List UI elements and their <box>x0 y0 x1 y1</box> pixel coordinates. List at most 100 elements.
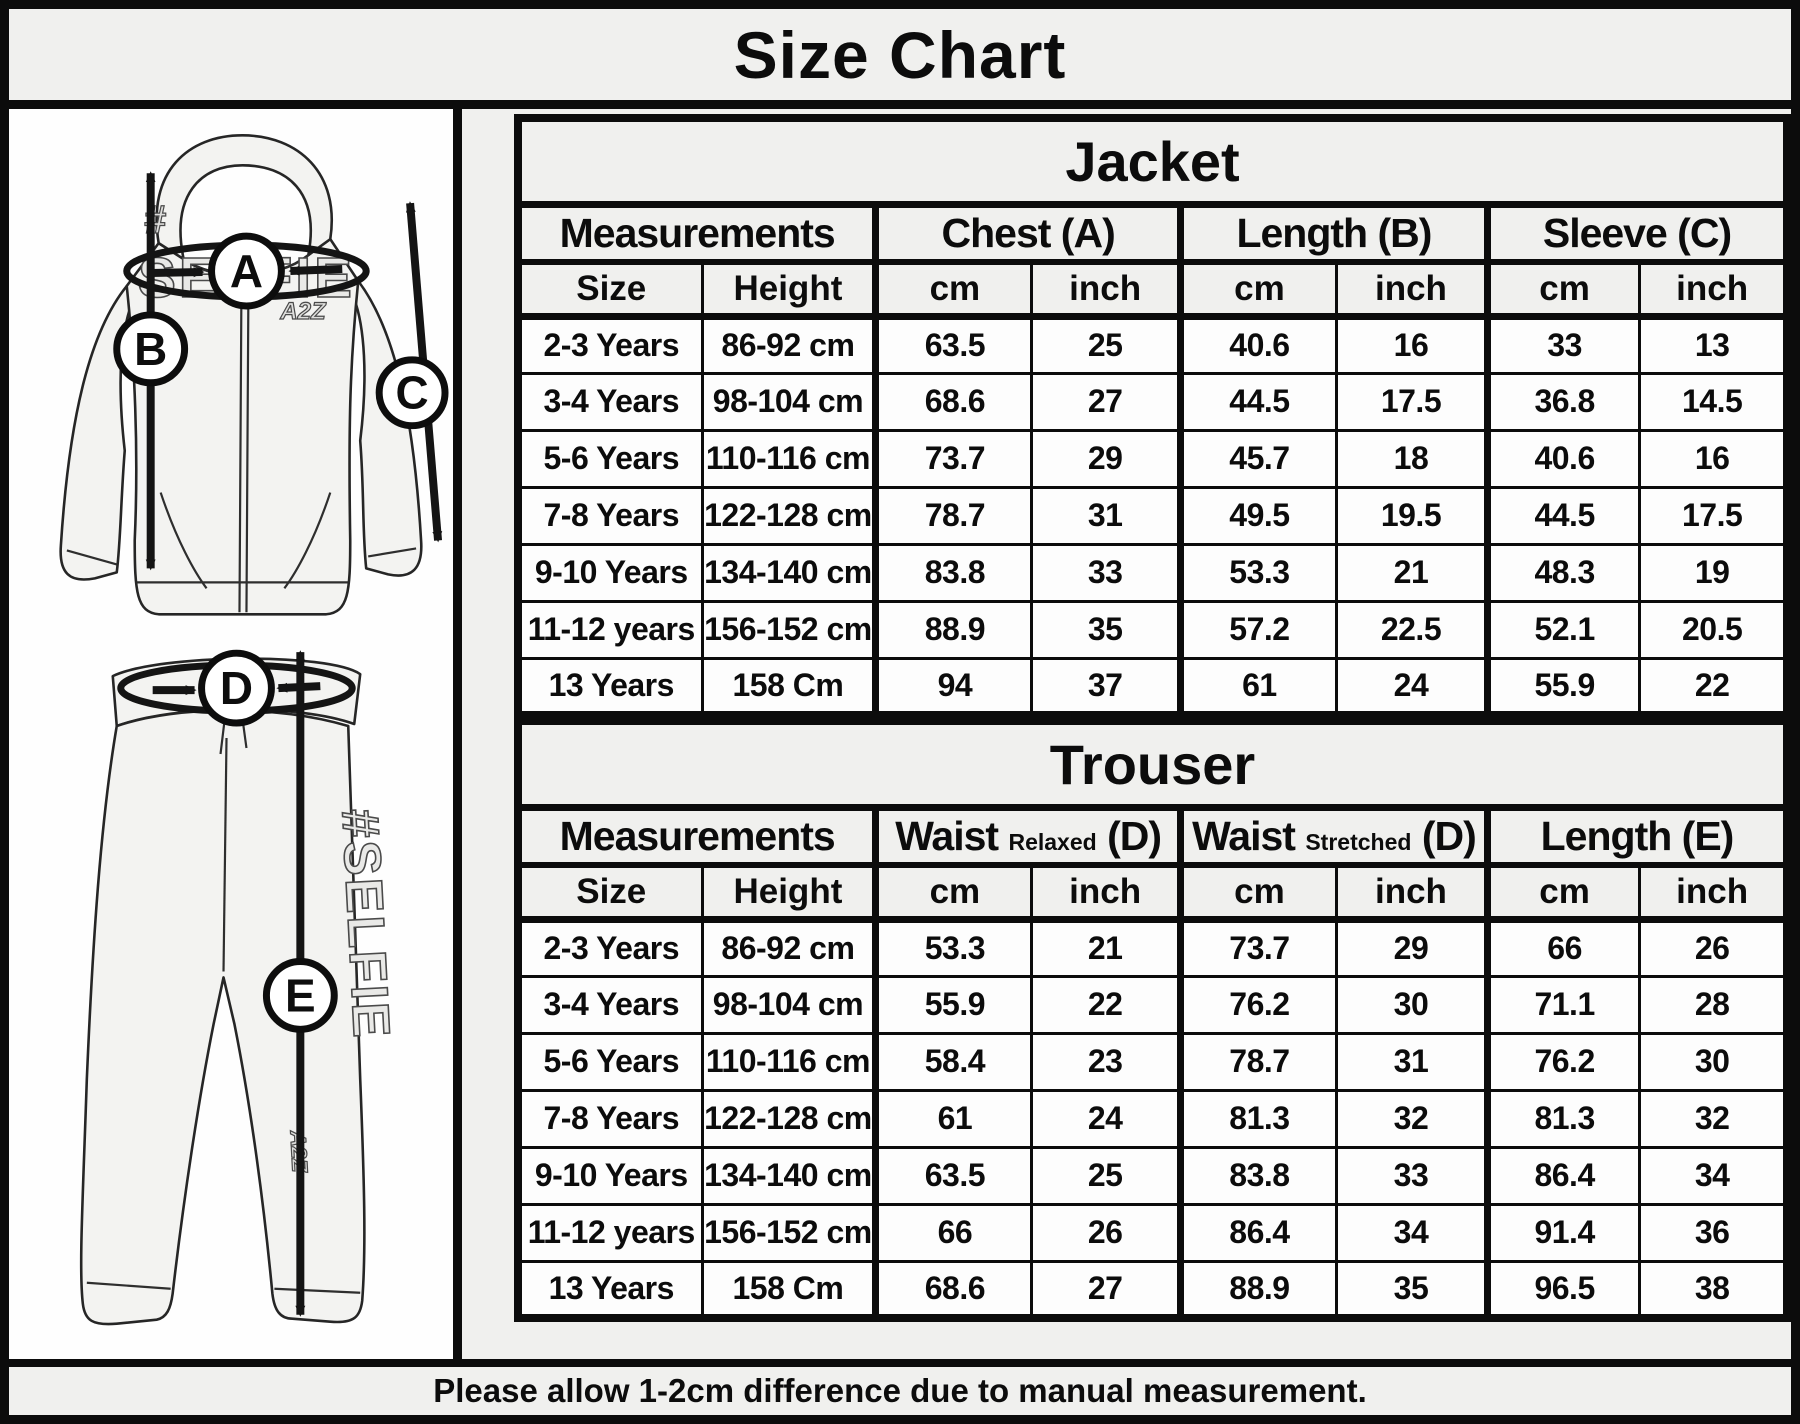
trouser-length-header: Length (E) <box>1483 805 1789 868</box>
jacket-group-header-row: Measurements Chest (A) Length (B) Sleeve… <box>516 202 1789 265</box>
cm-cell: 73.7 <box>1176 917 1338 978</box>
table-row: 13 Years 158 Cm 68.6 27 88.9 35 96.5 38 <box>516 1259 1789 1320</box>
inch-cell: 22 <box>1638 656 1789 717</box>
hoodie-illustration: # SELFIE A2Z <box>59 134 423 616</box>
jacket-subheader-row: Size Height cm inch cm inch cm inch <box>516 260 1789 320</box>
inch-cell: 22 <box>1030 974 1182 1035</box>
group-tail: (D) <box>1421 812 1477 859</box>
inch-cell: 36 <box>1638 1202 1789 1263</box>
cm-column-header: cm <box>1483 260 1642 320</box>
cm-cell: 53.3 <box>1176 542 1338 603</box>
table-row: 2-3 Years 86-92 cm 63.5 25 40.6 16 33 13 <box>516 314 1789 375</box>
cm-column-header: cm <box>872 260 1034 320</box>
size-cell: 11-12 years <box>516 1202 704 1263</box>
group-qualifier: Stretched <box>1305 828 1412 855</box>
trouser-banner-row: Trouser <box>516 719 1789 811</box>
measurement-disclaimer: Please allow 1-2cm difference due to man… <box>433 1372 1367 1409</box>
tracksuit-measurement-diagram: # SELFIE A2Z #SELFI <box>59 134 449 1326</box>
chest-arrow-left <box>150 267 205 278</box>
marker-e-label: E <box>285 969 316 1021</box>
height-cell: 86-92 cm <box>700 917 878 978</box>
inch-cell: 33 <box>1334 1145 1489 1206</box>
table-row: 13 Years 158 Cm 94 37 61 24 55.9 22 <box>516 656 1789 717</box>
size-cell: 5-6 Years <box>516 428 704 489</box>
trouser-fly-seam <box>222 737 228 972</box>
cm-cell: 78.7 <box>1176 1031 1338 1092</box>
cm-cell: 86.4 <box>1176 1202 1338 1263</box>
page-title: Size Chart <box>733 17 1067 92</box>
size-cell: 9-10 Years <box>516 1145 704 1206</box>
table-row: 5-6 Years 110-116 cm 73.7 29 45.7 18 40.6 16 <box>516 428 1789 489</box>
size-cell: 5-6 Years <box>516 1031 704 1092</box>
size-cell: 11-12 years <box>516 599 704 660</box>
footer-bar: Please allow 1-2cm difference due to man… <box>9 1359 1791 1415</box>
height-cell: 134-140 cm <box>700 542 878 603</box>
marker-c-circle <box>375 356 449 430</box>
inch-cell: 14.5 <box>1638 371 1789 432</box>
marker-e: E <box>262 957 338 1033</box>
inch-cell: 32 <box>1638 1088 1789 1149</box>
cm-cell: 45.7 <box>1176 428 1338 489</box>
cm-cell: 40.6 <box>1176 314 1338 375</box>
cm-cell: 63.5 <box>872 1145 1034 1206</box>
inch-cell: 34 <box>1334 1202 1489 1263</box>
leg-print: #SELFIE <box>331 807 401 1041</box>
group-label: Measurements <box>559 812 836 859</box>
hoodie-zipper <box>238 281 250 613</box>
cm-cell: 49.5 <box>1176 485 1338 546</box>
size-cell: 13 Years <box>516 656 704 717</box>
inch-cell: 37 <box>1030 656 1182 717</box>
measurement-arrows: A B C D E <box>113 171 449 1317</box>
marker-b-label: B <box>134 323 167 375</box>
title-bar: Size Chart <box>9 9 1791 109</box>
inch-cell: 34 <box>1638 1145 1789 1206</box>
table-row: 3-4 Years 98-104 cm 55.9 22 76.2 30 71.1 28 <box>516 974 1789 1035</box>
inch-cell: 29 <box>1334 917 1489 978</box>
inch-column-header: inch <box>1030 863 1182 923</box>
cm-cell: 78.7 <box>872 485 1034 546</box>
cm-cell: 53.3 <box>872 917 1034 978</box>
inch-cell: 16 <box>1638 428 1789 489</box>
size-column-header: Size <box>516 260 704 320</box>
hoodie-left-pocket <box>159 492 208 589</box>
height-cell: 98-104 cm <box>700 371 878 432</box>
height-column-header: Height <box>700 863 878 923</box>
marker-b-circle <box>113 311 189 387</box>
inch-column-header: inch <box>1638 260 1789 320</box>
cm-cell: 73.7 <box>872 428 1034 489</box>
table-row: 9-10 Years 134-140 cm 63.5 25 83.8 33 86.4 34 <box>516 1145 1789 1206</box>
measurements-header: Measurements <box>516 805 878 868</box>
cm-cell: 58.4 <box>872 1031 1034 1092</box>
hoodie-left-sleeve <box>59 284 135 581</box>
inch-column-header: inch <box>1334 260 1489 320</box>
cm-cell: 83.8 <box>1176 1145 1338 1206</box>
cm-cell: 44.5 <box>1176 371 1338 432</box>
chest-header: Chest (A) <box>872 202 1182 265</box>
cm-cell: 61 <box>1176 656 1338 717</box>
height-cell: 86-92 cm <box>700 314 878 375</box>
height-cell: 156-152 cm <box>700 599 878 660</box>
chest-arrow-right <box>288 265 343 276</box>
cm-cell: 96.5 <box>1483 1259 1642 1320</box>
trouser-group-header-row: Measurements Waist Relaxed (D) Waist Str… <box>516 805 1789 868</box>
inch-cell: 13 <box>1638 314 1789 375</box>
cm-cell: 57.2 <box>1176 599 1338 660</box>
inch-cell: 20.5 <box>1638 599 1789 660</box>
jacket-table-body: 2-3 Years 86-92 cm 63.5 25 40.6 16 33 13 3-4 Yea… <box>516 314 1789 717</box>
size-cell: 13 Years <box>516 1259 704 1320</box>
cm-cell: 36.8 <box>1483 371 1642 432</box>
inch-column-header: inch <box>1334 863 1489 923</box>
size-cell: 2-3 Years <box>516 917 704 978</box>
cm-column-header: cm <box>1176 863 1338 923</box>
inch-cell: 27 <box>1030 1259 1182 1320</box>
group-qualifier: Relaxed <box>1008 828 1097 855</box>
inch-cell: 31 <box>1030 485 1182 546</box>
sleeve-header: Sleeve (C) <box>1483 202 1789 265</box>
cm-cell: 63.5 <box>872 314 1034 375</box>
group-label: Length (E) <box>1540 812 1735 859</box>
cm-cell: 68.6 <box>872 1259 1034 1320</box>
cm-cell: 88.9 <box>1176 1259 1338 1320</box>
size-cell: 3-4 Years <box>516 974 704 1035</box>
cm-cell: 76.2 <box>1483 1031 1642 1092</box>
cm-cell: 48.3 <box>1483 542 1642 603</box>
